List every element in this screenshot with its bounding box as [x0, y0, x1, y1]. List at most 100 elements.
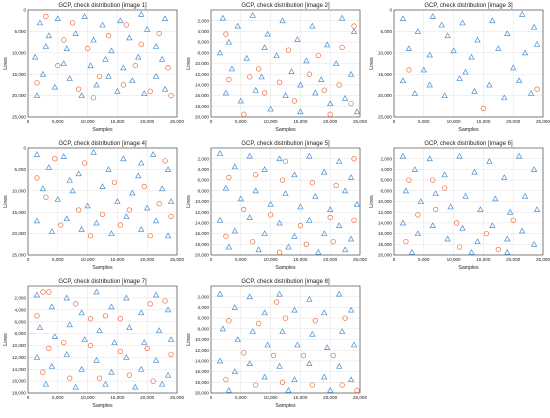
check-marker [285, 47, 292, 53]
plot-frame [393, 147, 544, 256]
gcp-marker [471, 168, 478, 175]
gcp-marker [152, 73, 160, 79]
gcp-marker [276, 155, 283, 162]
gcp-marker [261, 44, 268, 50]
gcp-marker [285, 243, 292, 250]
gcp-marker [216, 49, 224, 56]
check-marker [70, 20, 76, 26]
check-marker [354, 387, 360, 393]
gcp-marker [261, 309, 268, 316]
x-tick-label: 5,000 [235, 395, 247, 400]
x-tick-label: 10,000 [264, 119, 278, 124]
check-marker [55, 62, 61, 69]
gcp-marker [152, 356, 160, 363]
gcp-marker [426, 81, 433, 88]
x-tick-label: 20,000 [140, 119, 154, 124]
check-marker [117, 316, 124, 322]
check-marker [96, 73, 103, 79]
check-marker [156, 30, 162, 37]
check-marker [43, 13, 49, 20]
check-marker [261, 90, 268, 96]
plot-frame [210, 9, 361, 118]
y-tick-label: 0 [389, 8, 392, 13]
gcp-marker [279, 328, 286, 334]
gcp-marker [158, 55, 166, 62]
x-tick-label: 5,000 [52, 119, 64, 124]
gcp-marker [246, 360, 253, 367]
y-tick-label: 16,000 [195, 369, 209, 374]
gcp-marker [164, 306, 172, 313]
y-axis-label: Lines [3, 195, 9, 208]
check-marker [339, 382, 345, 388]
x-axis-label: Samples [92, 127, 113, 133]
check-marker [132, 62, 138, 69]
x-tick-label: 20,000 [140, 395, 154, 400]
y-tick-label: 20,000 [12, 93, 26, 98]
gcp-marker [48, 303, 56, 310]
x-axis-label: Samples [92, 403, 113, 409]
chart-title: GCP, check distribution [image 3] [424, 3, 513, 9]
check-marker [327, 111, 333, 117]
check-marker [156, 200, 162, 207]
gcp-marker [141, 339, 148, 345]
x-tick-label: 0 [210, 119, 213, 124]
check-marker [81, 160, 88, 166]
y-tick-label: 20,000 [195, 391, 209, 396]
chart-title: GCP, check distribution [image 4] [58, 141, 147, 147]
gcp-marker [164, 166, 172, 172]
gcp-marker [66, 176, 73, 183]
gcp-marker [93, 356, 100, 363]
check-marker [99, 211, 106, 217]
gcp-marker [282, 92, 289, 99]
check-marker [34, 313, 40, 319]
gcp-marker [335, 158, 343, 164]
check-marker [276, 79, 283, 85]
gcp-marker [234, 336, 242, 342]
gcp-marker [93, 288, 100, 295]
y-tick-label: 6,000 [381, 178, 393, 183]
gcp-marker [306, 216, 313, 223]
y-tick-label: 10,000 [378, 199, 392, 204]
gcp-marker [399, 77, 407, 84]
gcp-marker [114, 198, 121, 204]
gcp-marker [45, 32, 53, 39]
gcp-marker [33, 92, 41, 99]
gcp-marker [426, 51, 433, 58]
chart-title: GCP, check distribution [image 2] [241, 3, 330, 9]
gcp-marker [87, 62, 94, 69]
gcp-marker [429, 222, 436, 229]
gcp-marker [321, 309, 328, 316]
gcp-marker [231, 227, 239, 234]
y-tick-label: 5,000 [381, 29, 393, 34]
plot-frame [393, 9, 544, 118]
gcp-marker [161, 85, 169, 92]
gcp-marker [335, 222, 343, 229]
gcp-marker [306, 296, 313, 302]
gcp-marker [158, 380, 166, 387]
gcp-marker [504, 30, 511, 36]
x-tick-label: 0 [27, 119, 30, 124]
gcp-marker [309, 330, 316, 337]
gcp-marker [231, 304, 239, 310]
gcp-marker [93, 219, 100, 226]
gcp-marker [273, 52, 280, 58]
y-tick-label: 12,000 [12, 355, 26, 360]
x-tick-label: 25,000 [353, 119, 367, 124]
gcp-marker [255, 246, 262, 253]
gcp-marker [332, 60, 340, 66]
x-axis-label: Samples [275, 403, 296, 409]
x-tick-label: 25,000 [536, 119, 550, 124]
gcp-marker [216, 357, 224, 364]
gcp-marker [120, 155, 127, 162]
plot-area [28, 10, 177, 117]
x-tick-label: 0 [393, 119, 396, 124]
x-tick-label: 20,000 [323, 119, 337, 124]
gcp-marker [321, 230, 328, 237]
x-axis-label: Samples [458, 265, 479, 271]
x-tick-label: 25,000 [353, 395, 367, 400]
check-marker [279, 177, 286, 183]
y-tick-label: 8,000 [198, 50, 210, 55]
gcp-marker [33, 151, 41, 157]
gcp-marker [246, 152, 253, 159]
gcp-marker [353, 108, 361, 115]
